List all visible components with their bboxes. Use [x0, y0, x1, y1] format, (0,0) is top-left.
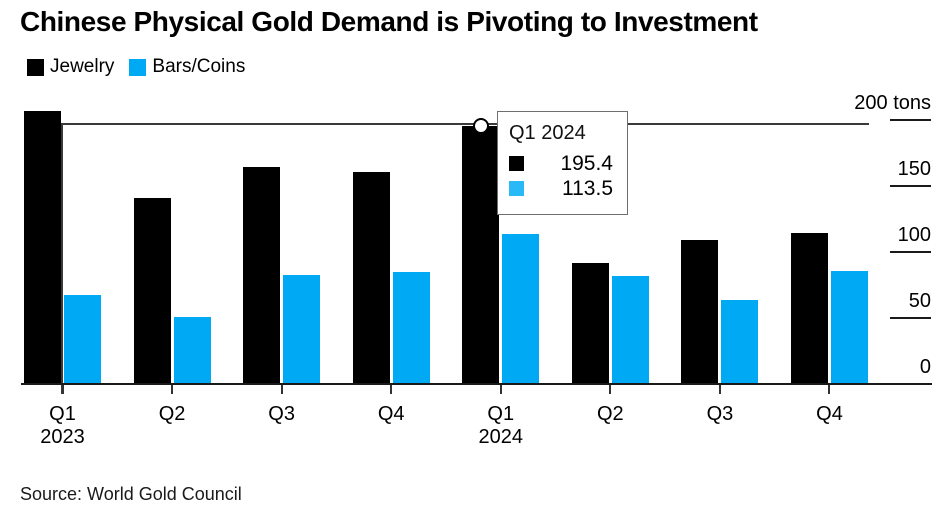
x-axis-tick — [280, 385, 283, 394]
jewelry-swatch-icon — [27, 58, 44, 76]
tooltip-value-bars-coins: 113.5 — [562, 176, 613, 200]
tooltip-row-bars-coins: 113.5 — [509, 176, 613, 201]
bar-jewelry-q4-2024[interactable] — [790, 232, 828, 384]
y-axis-tick — [890, 185, 931, 187]
x-axis-label: Q4 — [816, 403, 843, 425]
y-axis-label: 50 — [908, 289, 931, 312]
x-axis-label: Q1 — [487, 403, 515, 425]
legend-item-bars-coins[interactable]: Bars/Coins — [129, 56, 245, 78]
y-axis-label: 0 — [919, 355, 931, 378]
bar-bars-coins-q4-2024[interactable] — [830, 270, 868, 384]
y-axis-label: 150 — [897, 157, 931, 180]
bar-bars-coins-q2-2023[interactable] — [173, 317, 211, 384]
tooltip-jewelry-swatch-icon — [509, 156, 524, 171]
chart-title: Chinese Physical Gold Demand is Pivoting… — [20, 6, 758, 37]
bar-jewelry-q2-2023[interactable] — [133, 197, 171, 384]
bar-bars-coins-q3-2023[interactable] — [283, 275, 321, 384]
crosshair-horizontal-line — [61, 123, 869, 125]
x-axis-tick — [61, 385, 64, 394]
bar-jewelry-q3-2023[interactable] — [243, 166, 281, 384]
bar-jewelry-q1-2023[interactable] — [24, 111, 61, 384]
x-axis-label: Q3 — [268, 403, 295, 425]
legend: Jewelry Bars/Coins — [27, 56, 245, 78]
bar-jewelry-q4-2023[interactable] — [352, 171, 390, 384]
x-axis-tick — [609, 385, 612, 394]
x-axis-year-label: 2023 — [40, 426, 85, 448]
bar-bars-coins-q4-2023[interactable] — [392, 271, 430, 384]
x-axis-tick — [718, 385, 721, 394]
x-axis-label: Q2 — [597, 403, 624, 425]
x-axis-tick — [171, 385, 174, 394]
bars-coins-swatch-icon — [129, 58, 147, 76]
bar-jewelry-q2-2024[interactable] — [571, 262, 609, 384]
bar-bars-coins-q1-2024[interactable] — [502, 234, 540, 384]
bar-bars-coins-q1-2023[interactable] — [64, 294, 101, 384]
tooltip-bars-coins-swatch-icon — [509, 181, 524, 196]
y-axis-tick — [890, 251, 931, 253]
hover-marker-circle — [473, 118, 489, 134]
tooltip-title: Q1 2024 — [509, 122, 586, 144]
bar-bars-coins-q3-2024[interactable] — [721, 300, 759, 384]
x-axis-label: Q2 — [158, 403, 186, 425]
x-axis-line — [21, 383, 932, 385]
bar-bars-coins-q2-2024[interactable] — [611, 275, 649, 384]
y-axis-tick — [890, 317, 931, 319]
x-axis-label: Q4 — [377, 403, 405, 425]
crosshair-vertical-line — [61, 124, 63, 394]
bar-jewelry-q1-2024[interactable] — [462, 126, 500, 384]
x-axis-tick — [499, 385, 502, 394]
x-axis-tick — [390, 385, 393, 394]
legend-label-bars-coins: Bars/Coins — [152, 56, 246, 77]
bar-jewelry-q3-2024[interactable] — [681, 239, 719, 384]
y-axis-label: 100 — [897, 223, 931, 246]
x-axis-tick — [828, 385, 831, 394]
source-note: Source: World Gold Council — [20, 484, 242, 504]
y-axis-tick — [890, 119, 931, 121]
y-axis-label: 200 tons — [854, 91, 931, 114]
legend-item-jewelry[interactable]: Jewelry — [27, 56, 114, 78]
x-axis-year-label: 2024 — [478, 426, 524, 448]
tooltip-row-jewelry: 195.4 — [509, 151, 613, 176]
x-axis-label: Q3 — [706, 403, 734, 425]
legend-label-jewelry: Jewelry — [50, 56, 115, 77]
x-axis-label: Q1 — [49, 403, 76, 425]
tooltip: Q1 2024 195.4 113.5 — [497, 111, 628, 215]
tooltip-value-jewelry: 195.4 — [560, 151, 613, 175]
